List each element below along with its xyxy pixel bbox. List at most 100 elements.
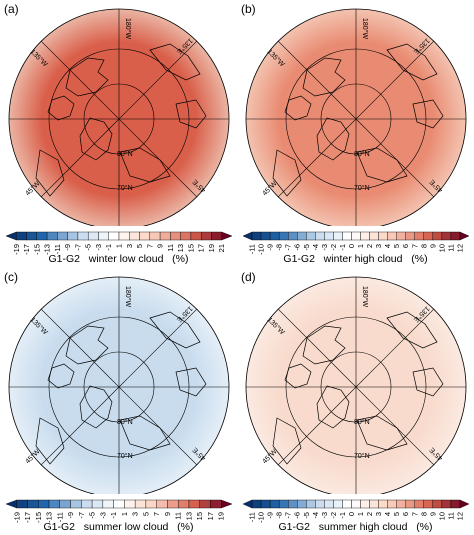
colorbar-tick-label: -8 [275,244,284,251]
colorbar-tick-label: -1 [104,244,113,251]
colorbar-segment [211,231,222,241]
colorbar-segment [278,231,289,241]
colorbar-segment [139,231,151,241]
colorbar-tick-label: 12 [455,244,464,252]
coastline [35,417,65,465]
colorbar-tick-label: 19 [217,512,226,520]
coastline [79,385,113,429]
coastline [119,147,171,183]
colorbar-segment [145,499,157,509]
colorbar-segment [16,499,28,509]
label-lat-80: 80°N [117,418,133,426]
colorbar-segment [57,231,68,241]
colorbar-tick-label: 7 [410,512,419,516]
colorbar-tick-label: -5 [88,512,97,519]
colorbar-tick-label: 9 [163,512,172,516]
coastline [47,363,75,389]
colorbar-tick-label: 5 [135,244,144,248]
colorbar-segment [396,499,406,509]
label-lat-70: 70°N [117,452,133,460]
colorbar-segment [333,231,343,241]
label-lat-80: 80°N [117,150,133,158]
colorbar-segment [342,231,352,241]
colorbar-title: G1-G2 winter low cloud (%) [48,253,189,265]
colorbar-tick-label: 1 [120,512,129,516]
coastline [356,147,408,183]
coastline [119,415,171,451]
meridian-line [278,309,434,465]
colorbar-arrow-left [5,499,17,509]
colorbar-segment [129,231,140,241]
colorbar-segment [167,499,179,509]
colorbar-arrow-left [242,499,253,509]
coastline [65,57,109,97]
panel-d: 180°W 135°W 135°E 45°W 45°E 80°N 70°N -11 -10 -9-… [237,268,474,535]
colorbar-tick-label: -3 [94,244,103,251]
colorbar-segment [118,231,130,241]
colorbar-tick-label: 6 [401,244,410,248]
colorbar-segment [27,499,39,509]
colorbar-segment [423,231,434,241]
colorbar-segment [70,499,82,509]
meridian-line [41,309,197,465]
colorbar-tick-label: 6 [401,512,410,516]
coastline [356,415,408,451]
colorbar-segment [81,499,93,509]
colorbar-tick-label: -17 [23,512,32,523]
colorbar-segment [48,499,61,509]
colorbar-tick-label: -1 [338,512,347,519]
colorbar-tick-label: 1 [115,244,124,248]
colorbar-arrow-right [459,499,470,509]
colorbar-tick-label: -4 [311,512,320,519]
colorbar-segment [351,499,361,509]
coastline [65,325,109,365]
colorbar-segment [67,231,79,241]
coastline [412,367,444,397]
colorbar-segment [260,499,271,509]
colorbar-tick-label: -6 [293,512,302,519]
colorbar-segment [102,499,114,509]
colorbar-segment [342,499,352,509]
colorbar-segment [306,231,316,241]
colorbar-segment [91,499,104,509]
coastline [149,43,201,81]
meridian-line [41,41,197,197]
colorbar-c: -19 -17 -15 -13 -11 -9 -7 -5 -3 -1 1 3 5 7 9 11 13 15 17 19 [5,499,233,523]
colorbar-tick-label: 1 [356,244,365,248]
colorbar-tick-label: 3 [374,512,383,516]
colorbar-tick-label: 0 [347,244,356,248]
coastline [272,417,302,465]
colorbar-segment [324,231,334,241]
colorbar-tick-label: 10 [437,244,446,252]
colorbar-segment [333,499,343,509]
label-lon-180: 180°W [124,286,132,307]
coastline [149,311,201,349]
colorbar-segment [26,231,38,241]
colorbar-segment [77,231,89,241]
colorbar-tick-label: 4 [383,244,392,248]
colorbar-segment [251,231,262,241]
coastline [316,117,350,161]
colorbar-segment [210,499,222,509]
colorbar-segment [188,499,200,509]
colorbar-segment [36,231,48,241]
colorbar-segment [251,499,262,509]
colorbar-tick-label: -7 [77,512,86,519]
colorbar-segment [351,231,361,241]
colorbar-segment [46,231,58,241]
colorbar-tick-label: 7 [410,244,419,248]
colorbar-tick-label: -15 [34,512,43,523]
colorbar-tick-label: -11 [53,244,62,254]
colorbar-segment [387,231,397,241]
colorbar-segment [59,499,71,509]
colorbar-tick-label: 7 [152,512,161,516]
colorbar-segment [369,231,379,241]
colorbar-tick-label: 19 [207,244,216,252]
label-lat-70: 70°N [117,184,133,192]
colorbar-segment [405,499,415,509]
colorbar-tick-label: -5 [302,244,311,251]
coastline [272,149,302,197]
label-lat-70: 70°N [354,184,370,192]
colorbar-tick-label: 11 [446,244,455,252]
